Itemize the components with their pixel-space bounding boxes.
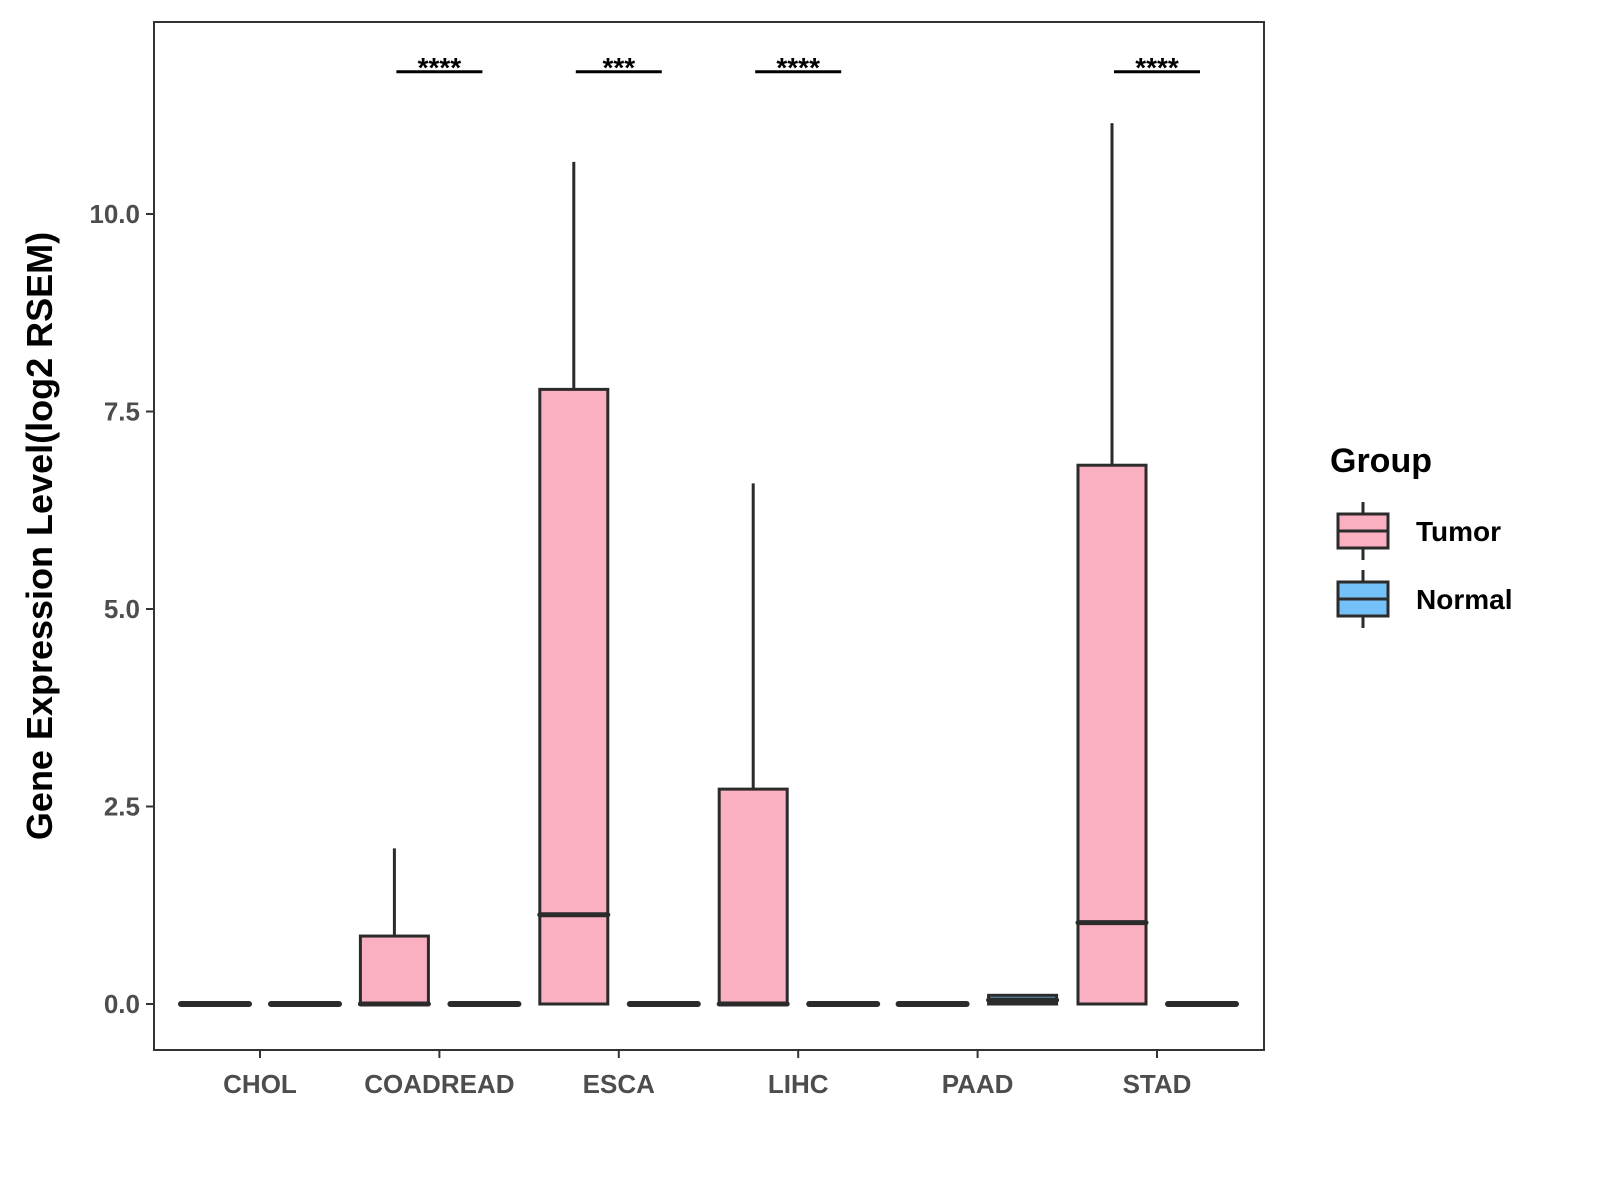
y-tick-label: 2.5	[104, 792, 140, 822]
box-body	[538, 387, 610, 1006]
y-tick-label: 0.0	[104, 989, 140, 1019]
plot-marks: **** *** **** ****	[178, 52, 1239, 1007]
box-body	[717, 787, 789, 1006]
y-axis: 0.0 2.5 5.0 7.5 10.0	[89, 199, 154, 1019]
box-normal-paad	[986, 993, 1060, 1006]
legend: Group Tumor Normal	[1330, 442, 1512, 628]
box-tumor-esca	[537, 161, 611, 1006]
legend-item-tumor: Tumor	[1336, 502, 1501, 560]
y-axis-label: Gene Expression Level(log2 RSEM)	[19, 232, 60, 840]
legend-label: Normal	[1416, 584, 1512, 615]
legend-label: Tumor	[1416, 516, 1501, 547]
significance-label: ****	[1135, 52, 1179, 83]
x-tick-label: CHOL	[223, 1069, 297, 1099]
x-tick-label: STAD	[1123, 1069, 1192, 1099]
box-tumor-stad	[1075, 123, 1149, 1006]
x-tick-label: LIHC	[768, 1069, 829, 1099]
box-tumor-coadread	[357, 848, 431, 1007]
y-tick-label: 5.0	[104, 594, 140, 624]
y-tick-label: 10.0	[89, 199, 140, 229]
significance-label: ****	[776, 52, 820, 83]
legend-title: Group	[1330, 442, 1432, 480]
x-tick-label: COADREAD	[364, 1069, 514, 1099]
x-tick-label: ESCA	[583, 1069, 655, 1099]
plot-panel-border	[153, 21, 1265, 1051]
x-tick-label: PAAD	[942, 1069, 1014, 1099]
x-axis: CHOL COADREAD ESCA LIHC PAAD STAD	[223, 1050, 1191, 1099]
significance-label: ****	[418, 52, 462, 83]
box-body	[1076, 463, 1148, 1006]
box-tumor-lihc	[716, 483, 790, 1007]
significance-label: ***	[602, 52, 635, 83]
box-body	[358, 934, 430, 1006]
y-tick-label: 7.5	[104, 397, 140, 427]
legend-item-normal: Normal	[1336, 570, 1512, 628]
